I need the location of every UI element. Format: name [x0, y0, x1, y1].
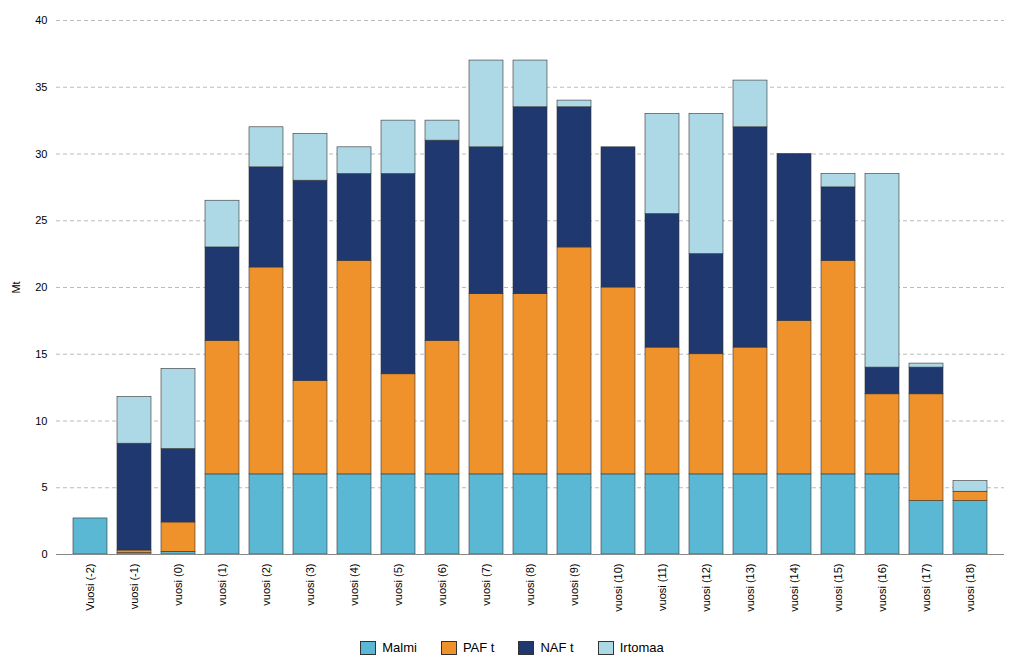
- svg-text:0: 0: [41, 548, 47, 560]
- svg-text:vuosi (9): vuosi (9): [568, 564, 580, 606]
- svg-text:vuosi (18): vuosi (18): [964, 564, 976, 612]
- svg-text:vuosi (11): vuosi (11): [656, 564, 668, 611]
- html-text:Malmi: Malmi: [382, 640, 417, 655]
- svg-text:vuosi (1): vuosi (1): [216, 564, 228, 606]
- svg-text:vuosi (3): vuosi (3): [304, 564, 316, 606]
- html-text:Irtomaa: Irtomaa: [619, 640, 664, 655]
- svg-text:vuosi (4): vuosi (4): [348, 564, 360, 606]
- svg-text:40: 40: [35, 14, 47, 26]
- svg-text:vuosi (5): vuosi (5): [392, 564, 404, 606]
- svg-text:10: 10: [35, 415, 47, 427]
- svg-text:vuosi (7): vuosi (7): [480, 564, 492, 606]
- html-text:PAF t: PAF t: [462, 640, 495, 655]
- svg-text:vuosi (-1): vuosi (-1): [128, 564, 140, 610]
- svg-text:vuosi (17): vuosi (17): [920, 564, 932, 612]
- svg-text:Vuosi (-2): Vuosi (-2): [84, 564, 96, 611]
- svg-text:Mt: Mt: [10, 281, 22, 293]
- svg-text:vuosi (16): vuosi (16): [876, 564, 888, 612]
- svg-text:vuosi (10): vuosi (10): [612, 564, 624, 612]
- svg-text:vuosi (12): vuosi (12): [700, 564, 712, 612]
- svg-text:vuosi (13): vuosi (13): [744, 564, 756, 612]
- svg-text:20: 20: [35, 281, 47, 293]
- svg-text:30: 30: [35, 148, 47, 160]
- svg-text:vuosi (14): vuosi (14): [788, 564, 800, 612]
- html-text:NAF t: NAF t: [540, 640, 574, 655]
- svg-text:vuosi (8): vuosi (8): [524, 564, 536, 606]
- svg-text:35: 35: [35, 81, 47, 93]
- svg-text:vuosi (2): vuosi (2): [260, 564, 272, 606]
- svg-text:vuosi (6): vuosi (6): [436, 564, 448, 606]
- svg-text:15: 15: [35, 348, 47, 360]
- svg-text:25: 25: [35, 214, 47, 226]
- svg-text:vuosi (15): vuosi (15): [832, 564, 844, 612]
- svg-text:5: 5: [41, 481, 47, 493]
- svg-text:vuosi (0): vuosi (0): [172, 564, 184, 606]
